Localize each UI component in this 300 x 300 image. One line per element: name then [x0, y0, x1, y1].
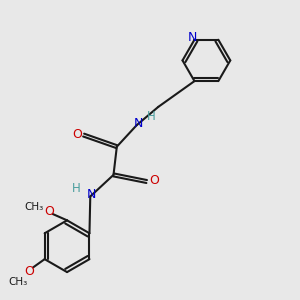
Text: O: O [149, 174, 159, 188]
Text: O: O [44, 205, 54, 218]
Text: O: O [24, 265, 34, 278]
Text: H: H [147, 110, 156, 123]
Text: N: N [87, 188, 97, 201]
Text: H: H [72, 182, 81, 195]
Text: CH₃: CH₃ [8, 278, 28, 287]
Text: N: N [134, 117, 143, 130]
Text: CH₃: CH₃ [24, 202, 44, 212]
Text: N: N [188, 31, 197, 44]
Text: O: O [73, 128, 82, 141]
